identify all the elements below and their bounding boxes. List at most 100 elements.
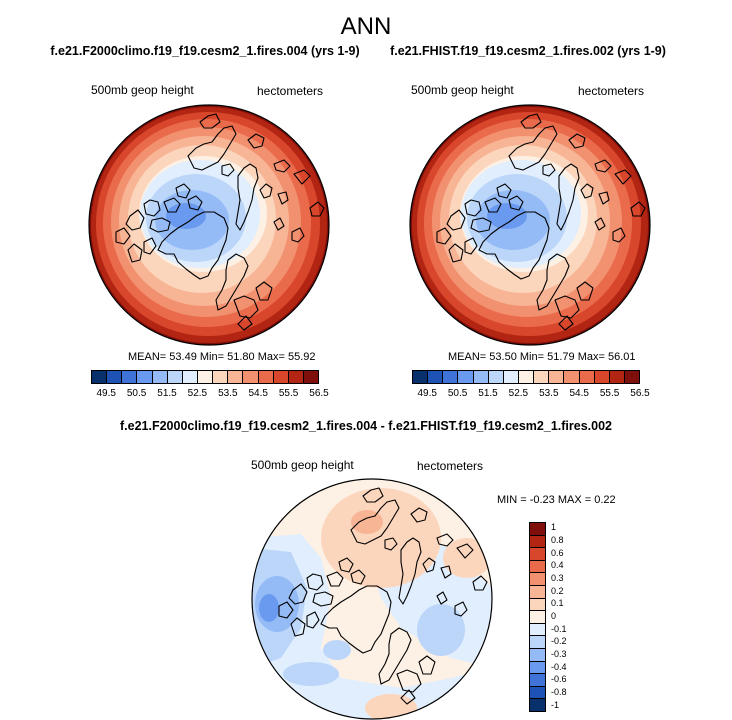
colorbar-segment — [228, 371, 244, 383]
colorbar-segment — [288, 371, 304, 383]
panel1-stats: MEAN= 53.49 Min= 51.80 Max= 55.92 — [128, 351, 316, 363]
panel2-stats: MEAN= 53.50 Min= 51.79 Max= 56.01 — [448, 351, 636, 363]
colorbar-tick-label: 49.5 — [417, 388, 437, 399]
colorbar-segment — [530, 648, 545, 662]
panel1-max-value: 55.92 — [287, 351, 316, 363]
panel1-mean-label: MEAN= — [128, 351, 167, 363]
colorbar-segment — [413, 371, 429, 383]
colorbar-tick-label: 50.5 — [447, 388, 468, 399]
colorbar-tick-label: 51.5 — [478, 388, 498, 399]
colorbar-tick-label: 51.5 — [157, 388, 177, 399]
colorbar-segment — [530, 674, 545, 687]
colorbar-segment — [107, 371, 123, 383]
panel1-title: f.e21.F2000climo.f19_f19.cesm2_1.fires.0… — [50, 44, 360, 58]
colorbar-tick-label: 53.5 — [539, 388, 559, 399]
colorbar-tick-label: 0.1 — [551, 598, 564, 609]
diff-minmax: MIN = -0.23 MAX = 0.22 — [497, 494, 616, 506]
colorbar-segment — [92, 371, 108, 383]
colorbar-tick-label: 1 — [551, 522, 557, 533]
colorbar-segment — [530, 661, 545, 675]
colorbar-segment — [534, 371, 550, 383]
colorbar-segment — [137, 371, 153, 383]
panel2-mean-label: MEAN= — [448, 351, 487, 363]
colorbar-segment — [579, 371, 595, 383]
colorbar-tick-label: -0.3 — [551, 649, 567, 659]
colorbar-tick-label: 55.5 — [599, 388, 620, 399]
panel2-polar-map — [409, 104, 651, 346]
colorbar-tick-label: 55.5 — [278, 388, 299, 399]
colorbar-tick-label: 0.2 — [551, 585, 564, 596]
panel2-colorbar — [412, 370, 640, 384]
diff-field-label: 500mb geop height — [251, 458, 354, 472]
colorbar-segment — [473, 371, 489, 383]
colorbar-segment — [273, 371, 289, 383]
diff-units-label: hectometers — [417, 459, 484, 473]
colorbar-tick-label: 53.5 — [218, 388, 238, 399]
colorbar-tick-label: 49.5 — [96, 388, 116, 399]
colorbar-segment — [443, 371, 459, 383]
colorbar-segment — [549, 371, 565, 383]
panel2-field-label: 500mb geop height — [411, 83, 514, 97]
diff-colorbar-ticks: 1 0.8 0.6 0.4 0.3 0.2 0.1 0 -0.1 -0.2 -0.3 -0.4 -0.6… — [551, 522, 581, 712]
panel1-min-value: 51.80 — [227, 351, 255, 363]
colorbar-segment — [530, 699, 545, 711]
panel2-max-value: 56.01 — [607, 351, 636, 363]
panel2-min-value: 51.79 — [547, 351, 575, 363]
colorbar-tick-label: -0.6 — [551, 674, 567, 685]
panel1-mean-value: 53.49 — [169, 351, 197, 363]
diff-polar-map — [251, 478, 493, 720]
colorbar-segment — [594, 371, 610, 383]
panel1-units-label: hectometers — [257, 84, 324, 98]
colorbar-segment — [518, 371, 535, 383]
colorbar-tick-label: 0.6 — [551, 547, 564, 558]
colorbar-segment — [530, 548, 545, 561]
colorbar-tick-label: -0.2 — [551, 636, 567, 647]
colorbar-tick-label: -0.1 — [551, 623, 567, 634]
panel1-polar-map — [88, 104, 330, 346]
panel2-mean-value: 53.50 — [489, 351, 517, 363]
colorbar-segment — [167, 371, 183, 383]
colorbar-segment — [258, 371, 274, 383]
colorbar-segment — [530, 535, 545, 549]
colorbar-tick-label: 0.4 — [551, 560, 564, 571]
colorbar-tick-label: 0.3 — [551, 573, 564, 583]
panel2-max-label: Max= — [577, 351, 605, 363]
panel1-max-label: Max= — [257, 351, 285, 363]
panel1-min-label: Min= — [199, 351, 225, 363]
colorbar-tick-label: -0.8 — [551, 687, 567, 697]
colorbar-segment — [503, 371, 519, 383]
colorbar-segment — [530, 636, 545, 649]
panel1-colorbar-ticks: 49.5 50.5 51.5 52.5 53.5 54.5 55.5 56.5 — [91, 388, 328, 400]
colorbar-segment — [303, 371, 319, 383]
colorbar-segment — [530, 686, 545, 700]
colorbar-segment — [530, 523, 545, 536]
panel2-title: f.e21.FHIST.f19_f19.cesm2_1.fires.002 (y… — [390, 44, 666, 58]
colorbar-segment — [243, 371, 259, 383]
colorbar-segment — [564, 371, 580, 383]
colorbar-segment — [530, 560, 545, 574]
colorbar-segment — [530, 573, 545, 586]
panel2-units-label: hectometers — [578, 84, 645, 98]
colorbar-segment — [458, 371, 474, 383]
colorbar-segment — [428, 371, 444, 383]
colorbar-tick-label: 0.8 — [551, 535, 564, 545]
colorbar-segment — [530, 623, 545, 637]
colorbar-segment — [488, 371, 504, 383]
colorbar-tick-label: 54.5 — [569, 388, 589, 399]
colorbar-tick-label: 50.5 — [126, 388, 147, 399]
panel2-colorbar-ticks: 49.5 50.5 51.5 52.5 53.5 54.5 55.5 56.5 — [412, 388, 649, 400]
colorbar-segment — [122, 371, 138, 383]
colorbar-segment — [609, 371, 625, 383]
diff-title: f.e21.F2000climo.f19_f19.cesm2_1.fires.0… — [120, 419, 612, 433]
colorbar-segment — [213, 371, 229, 383]
colorbar-tick-label: -0.4 — [551, 661, 567, 672]
colorbar-tick-label: 52.5 — [187, 388, 208, 399]
colorbar-tick-label: 52.5 — [508, 388, 529, 399]
colorbar-segment — [152, 371, 168, 383]
diff-colorbar — [529, 522, 546, 712]
colorbar-segment — [624, 371, 640, 383]
colorbar-tick-label: 54.5 — [248, 388, 268, 399]
colorbar-tick-label: 0 — [551, 611, 557, 621]
panel2-min-label: Min= — [519, 351, 545, 363]
colorbar-segment — [530, 611, 545, 624]
